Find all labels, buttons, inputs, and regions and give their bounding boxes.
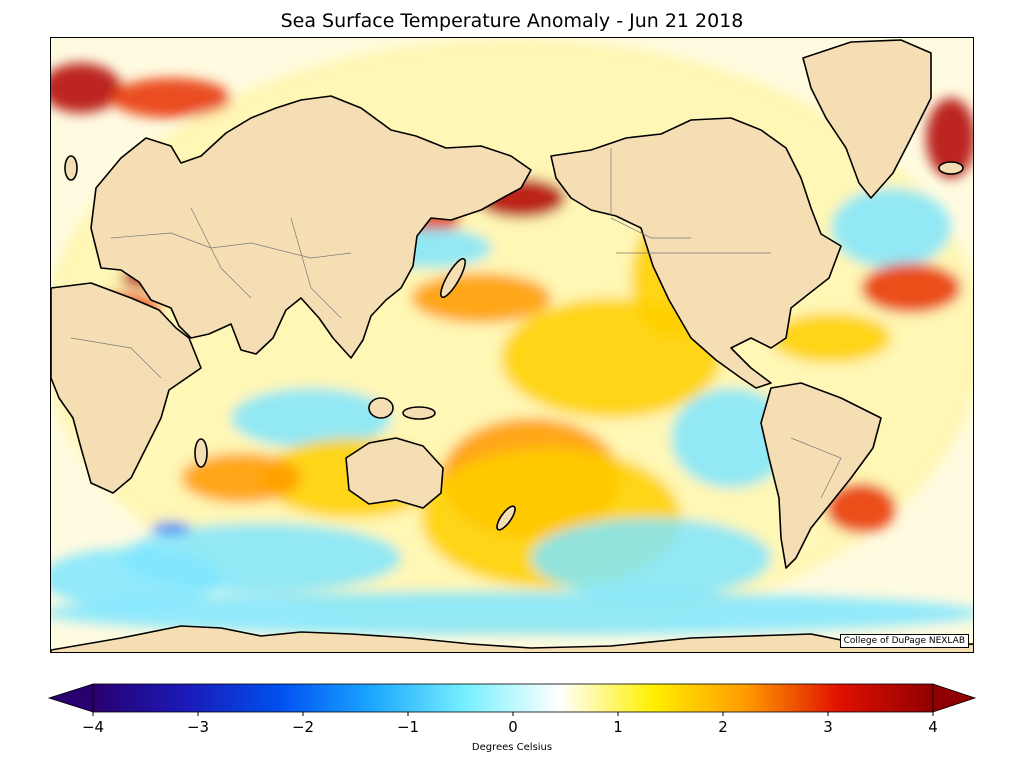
colorbar-tick-label: −2 [291, 718, 315, 736]
colorbar-body [92, 683, 934, 713]
country-borders [70, 148, 842, 499]
colorbar-right-arrow [932, 683, 977, 713]
colorbar-tick-label: −3 [186, 718, 210, 736]
colorbar-tick-label: 0 [508, 718, 518, 736]
colorbar-label: Degrees Celsius [471, 742, 553, 753]
landmass-africa [51, 282, 202, 494]
island-new-zealand [496, 505, 516, 531]
map-title: Sea Surface Temperature Anomaly - Jun 21… [280, 10, 744, 32]
island-british-isles [64, 155, 78, 181]
colorbar-left-arrow [47, 683, 94, 713]
anomaly-patch [831, 188, 951, 268]
anomaly-patch [111, 78, 231, 118]
island-iceland [938, 161, 964, 175]
anomaly-patch [531, 518, 771, 598]
anomaly-patch [181, 453, 301, 503]
landmass-eurasia [90, 95, 532, 359]
anomaly-patch [51, 591, 973, 635]
landmass-greenland [802, 39, 932, 199]
landmass-south-america [760, 382, 882, 569]
island-new-guinea [402, 406, 436, 420]
anomaly-patch [151, 522, 191, 534]
colorbar [47, 683, 977, 716]
landmass-australia [345, 437, 444, 509]
anomaly-patch [861, 263, 961, 313]
anomaly-patch [671, 388, 791, 488]
colorbar-tick-label: 4 [928, 718, 938, 736]
anomaly-patch [411, 273, 551, 323]
sst-anomaly-map: College of DuPage NEXLAB [50, 37, 974, 653]
island-japan [440, 257, 466, 299]
colorbar-tick-label: 1 [613, 718, 623, 736]
map-canvas [51, 38, 973, 652]
colorbar-tick-label: −1 [396, 718, 420, 736]
colorbar-tick-label: 2 [718, 718, 728, 736]
credit-label: College of DuPage NEXLAB [839, 634, 969, 648]
anomaly-patch [826, 483, 896, 533]
anomaly-patch [771, 313, 891, 363]
colorbar-tick-label: 3 [823, 718, 833, 736]
anomaly-patch [926, 98, 973, 178]
anomaly-patch [51, 548, 221, 608]
island-madagascar [194, 438, 208, 468]
colorbar-tick-label: −4 [81, 718, 105, 736]
island-borneo [368, 397, 394, 419]
anomaly-patch [51, 63, 121, 113]
anomaly-patch [231, 388, 391, 448]
